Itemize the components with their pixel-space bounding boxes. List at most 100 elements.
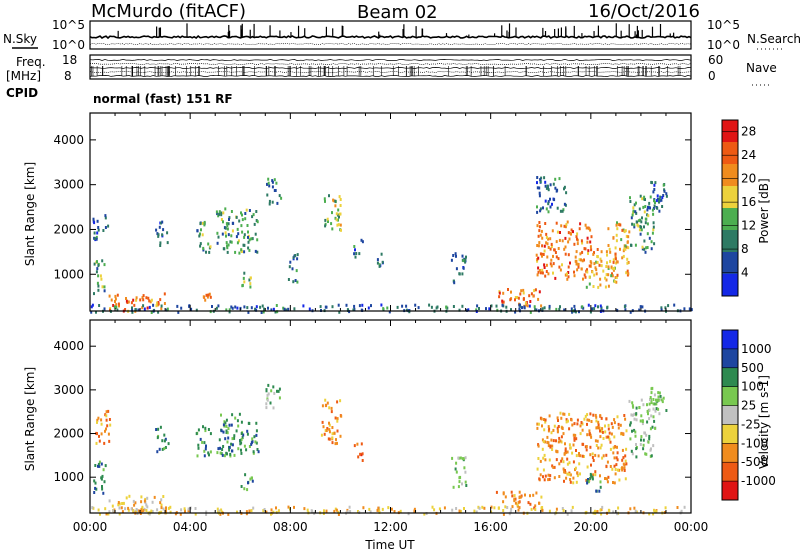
- heatmap-cell: [645, 452, 648, 456]
- heatmap-cell: [596, 439, 599, 443]
- heatmap-cell: [293, 307, 296, 311]
- heatmap-cell: [337, 208, 340, 212]
- heatmap-cell: [141, 296, 144, 300]
- heatmap-cell: [631, 401, 634, 405]
- heatmap-cell: [597, 446, 600, 450]
- heatmap-cell: [98, 464, 101, 468]
- heatmap-cell: [240, 211, 242, 215]
- heatmap-cell: [135, 298, 138, 302]
- heatmap-cell: [502, 509, 505, 512]
- noise-tick-left-top: 10^5: [52, 18, 85, 32]
- heatmap-cell: [655, 402, 658, 406]
- heatmap-cell: [541, 308, 544, 312]
- heatmap-cell: [222, 220, 224, 224]
- heatmap-cell: [658, 209, 661, 213]
- colorbar-tick-label: 16: [741, 195, 756, 209]
- heatmap-cell: [257, 450, 260, 454]
- heatmap-cell: [548, 509, 551, 513]
- heatmap-cell: [240, 432, 243, 436]
- heatmap-cell: [117, 501, 120, 504]
- heatmap-cell: [547, 188, 550, 192]
- heatmap-cell: [272, 307, 275, 311]
- heatmap-cell: [618, 478, 621, 482]
- heatmap-cell: [231, 229, 234, 233]
- heatmap-cell: [261, 304, 264, 308]
- heatmap-cell: [541, 424, 543, 428]
- heatmap-cell: [559, 209, 562, 213]
- heatmap-cell: [459, 509, 462, 513]
- heatmap-cell: [601, 505, 604, 509]
- heatmap-cell: [654, 201, 656, 205]
- heatmap-cell: [610, 265, 613, 269]
- heatmap-cell: [230, 305, 233, 309]
- heatmap-cell: [256, 448, 259, 451]
- heatmap-cell: [358, 252, 361, 256]
- heatmap-cell: [262, 310, 265, 314]
- heatmap-cell: [177, 310, 180, 314]
- heatmap-cell: [478, 307, 480, 310]
- heatmap-cell: [113, 305, 116, 309]
- heatmap-cell: [594, 439, 597, 443]
- heatmap-cell: [589, 310, 592, 314]
- heatmap-cell: [90, 310, 93, 314]
- heatmap-cell: [536, 205, 538, 209]
- heatmap-cell: [536, 244, 539, 247]
- heatmap-cell: [323, 509, 325, 513]
- heatmap-cell: [600, 264, 603, 268]
- heatmap-cell: [431, 505, 434, 509]
- heatmap-cell: [551, 464, 554, 468]
- heatmap-cell: [667, 304, 670, 308]
- heatmap-cell: [645, 246, 648, 250]
- heatmap-cell: [564, 245, 567, 249]
- heatmap-cell: [539, 178, 542, 182]
- heatmap-cell: [568, 443, 571, 447]
- heatmap-cell: [207, 293, 210, 297]
- heatmap-cell: [574, 310, 577, 314]
- heatmap-cell: [455, 254, 457, 258]
- heatmap-cell: [199, 244, 202, 248]
- heatmap-cell: [260, 311, 263, 314]
- heatmap-cell: [640, 438, 642, 442]
- heatmap-cell: [331, 211, 333, 215]
- heatmap-cell: [235, 215, 238, 219]
- heatmap-cell: [291, 267, 294, 271]
- heatmap-cell: [606, 253, 608, 257]
- heatmap-cell: [511, 494, 514, 498]
- heatmap-cell: [583, 258, 585, 262]
- heatmap-cell: [106, 424, 109, 428]
- heatmap-cell: [225, 424, 228, 428]
- heatmap-cell: [239, 439, 242, 443]
- heatmap-cell: [640, 414, 643, 418]
- heatmap-cell: [246, 306, 249, 310]
- heatmap-cell: [91, 506, 94, 510]
- heatmap-cell: [533, 506, 536, 510]
- heatmap-cell: [231, 437, 234, 441]
- heatmap-cell: [208, 453, 210, 457]
- velocity-colorbar-label: Velocity [m s-1]: [757, 375, 771, 469]
- heatmap-cell: [226, 246, 229, 250]
- heatmap-cell: [134, 501, 137, 505]
- heatmap-cell: [621, 466, 624, 470]
- heatmap-cell: [647, 205, 649, 209]
- heatmap-cell: [665, 409, 668, 412]
- heatmap-cell: [558, 475, 561, 478]
- heatmap-cell: [495, 304, 498, 308]
- heatmap-cell: [455, 267, 458, 271]
- heatmap-cell: [564, 236, 567, 240]
- heatmap-cell: [330, 410, 333, 414]
- heatmap-cell: [319, 305, 322, 309]
- heatmap-cell: [151, 510, 154, 513]
- heatmap-cell: [566, 462, 569, 466]
- heatmap-cell: [634, 430, 637, 434]
- heatmap-cell: [162, 228, 165, 232]
- heatmap-cell: [184, 509, 186, 513]
- freq-traces: [89, 59, 692, 77]
- heatmap-cell: [659, 195, 662, 199]
- heatmap-cell: [155, 428, 158, 431]
- heatmap-cell: [649, 448, 652, 452]
- heatmap-cell: [438, 507, 441, 511]
- heatmap-cell: [95, 237, 98, 241]
- heatmap-cell: [577, 262, 580, 266]
- heatmap-cell: [508, 512, 511, 516]
- heatmap-cell: [537, 297, 540, 301]
